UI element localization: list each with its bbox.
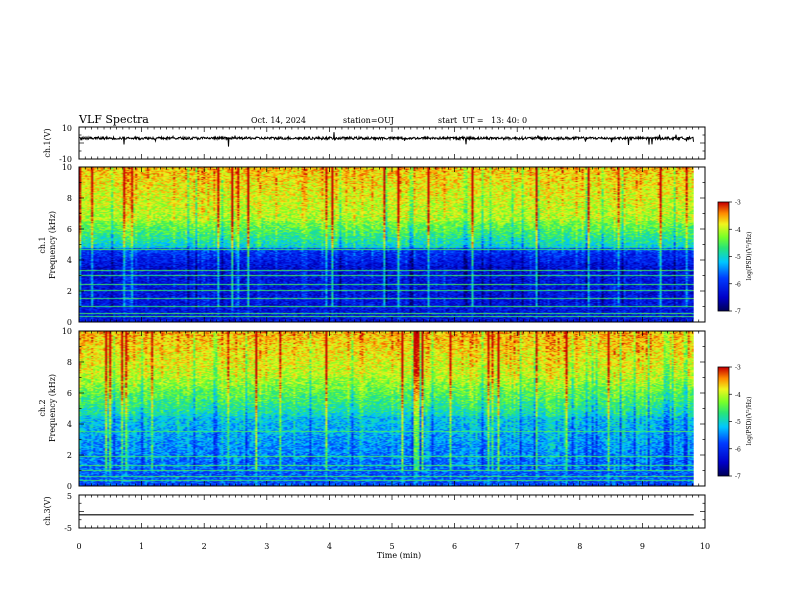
ch1-colorbar: [718, 202, 729, 311]
ch2-colorbar-tick-label: -5: [735, 419, 741, 426]
ch2-frequency-tick-label: 10: [62, 327, 72, 336]
ch2-colorbar-tick-label: -7: [735, 474, 741, 481]
ch2-colorbar-label: log(PSD)(V²/Hz): [746, 397, 753, 446]
ch1-colorbar-tick-labels: -3 -4 -5 -6 -7: [729, 200, 741, 316]
time-tick-label: 4: [327, 542, 332, 551]
ch2-frequency-tick-label: 2: [67, 451, 72, 460]
ch1-frequency-tick-label: 0: [67, 318, 72, 327]
ch3-waveform-panel: 5 -5 ch.3(V) 0 1 2 3 4 5 6 7 8 9 10 Time (min): [43, 492, 710, 560]
ch2-colorbar-tick-label: -6: [735, 446, 741, 453]
time-tick-label: 1: [139, 542, 144, 551]
ch2-colorbar-tick-label: -3: [735, 365, 741, 372]
ch1-spectrogram-ticks: [78, 166, 706, 323]
ch2-frequency-tick-labels: 0 2 4 6 8 10: [62, 327, 72, 491]
ch2-frequency-tick-label: 8: [67, 358, 72, 367]
ch1-frequency-tick-label: 4: [67, 256, 72, 265]
ch2-spectrogram-ticks: [78, 330, 706, 487]
ch1-frequency-tick-label: 8: [67, 194, 72, 203]
ch1-colorbar-tick-label: -7: [735, 309, 741, 316]
time-tick-label: 2: [202, 542, 207, 551]
ch1-waveform-ylabel: ch.1(V): [43, 128, 52, 157]
ch1-frequency-tick-label: 10: [62, 163, 72, 172]
ch1-waveform-frame: [78, 126, 706, 160]
ch2-frequency-tick-label: 4: [67, 420, 72, 429]
start-time-label: start UT = 13: 40: 0: [438, 116, 527, 125]
ch3-ytick-bottom: -5: [64, 524, 72, 533]
ch2-spectrogram-heatmap: [79, 331, 694, 486]
time-tick-label: 7: [515, 542, 520, 551]
ch1-ytick-top: 10: [62, 124, 72, 133]
ch3-ytick-top: 5: [67, 492, 72, 501]
ch1-frequency-tick-label: 2: [67, 287, 72, 296]
ch3-waveform-ticks: [78, 494, 706, 529]
ch1-waveform-line: [78, 132, 694, 147]
figure-header: VLF Spectra Oct. 14, 2024 station=OUJ st…: [78, 113, 527, 126]
time-tick-label: 3: [264, 542, 269, 551]
time-tick-label: 8: [577, 542, 582, 551]
time-axis-tick-labels: 0 1 2 3 4 5 6 7 8 9 10: [76, 542, 710, 551]
ch2-colorbar-tick-labels: -3 -4 -5 -6 -7: [729, 365, 741, 481]
date-label: Oct. 14, 2024: [251, 116, 306, 125]
ch1-spectrogram-heatmap: [79, 167, 694, 322]
figure-title: VLF Spectra: [78, 113, 149, 126]
ch1-colorbar-label: log(PSD)(V²/Hz): [746, 232, 753, 281]
ch1-colorbar-tick-label: -5: [735, 254, 741, 261]
station-label: station=OUJ: [343, 116, 394, 125]
ch1-ytick-bottom: -10: [59, 155, 72, 164]
ch1-colorbar-tick-label: -3: [735, 200, 741, 207]
time-tick-label: 5: [389, 542, 394, 551]
ch1-colorbar-tick-label: -4: [735, 227, 741, 234]
ch1-frequency-axis-label: Frequency (kHz): [48, 211, 57, 279]
ch1-frequency-tick-label: 6: [67, 225, 72, 234]
time-tick-label: 10: [700, 542, 710, 551]
ch2-channel-label: ch.2: [38, 399, 47, 416]
ch1-waveform-ticks: [78, 126, 706, 160]
ch2-frequency-tick-label: 6: [67, 389, 72, 398]
ch1-channel-label: ch.1: [38, 236, 47, 253]
time-tick-label: 0: [76, 542, 81, 551]
ch3-waveform-frame: [78, 494, 706, 529]
time-tick-label: 9: [640, 542, 645, 551]
ch2-frequency-axis-label: Frequency (kHz): [48, 374, 57, 442]
ch1-frequency-tick-labels: 0 2 4 6 8 10: [62, 163, 72, 327]
ch2-colorbar: [718, 367, 729, 476]
ch1-waveform-panel: 10 -10 ch.1(V): [43, 124, 706, 164]
ch2-colorbar-tick-label: -4: [735, 392, 741, 399]
time-axis-label: Time (min): [377, 551, 421, 560]
ch1-colorbar-tick-label: -6: [735, 281, 741, 288]
ch3-waveform-ylabel: ch.3(V): [43, 496, 52, 525]
time-tick-label: 6: [452, 542, 457, 551]
ch2-frequency-tick-label: 0: [67, 482, 72, 491]
